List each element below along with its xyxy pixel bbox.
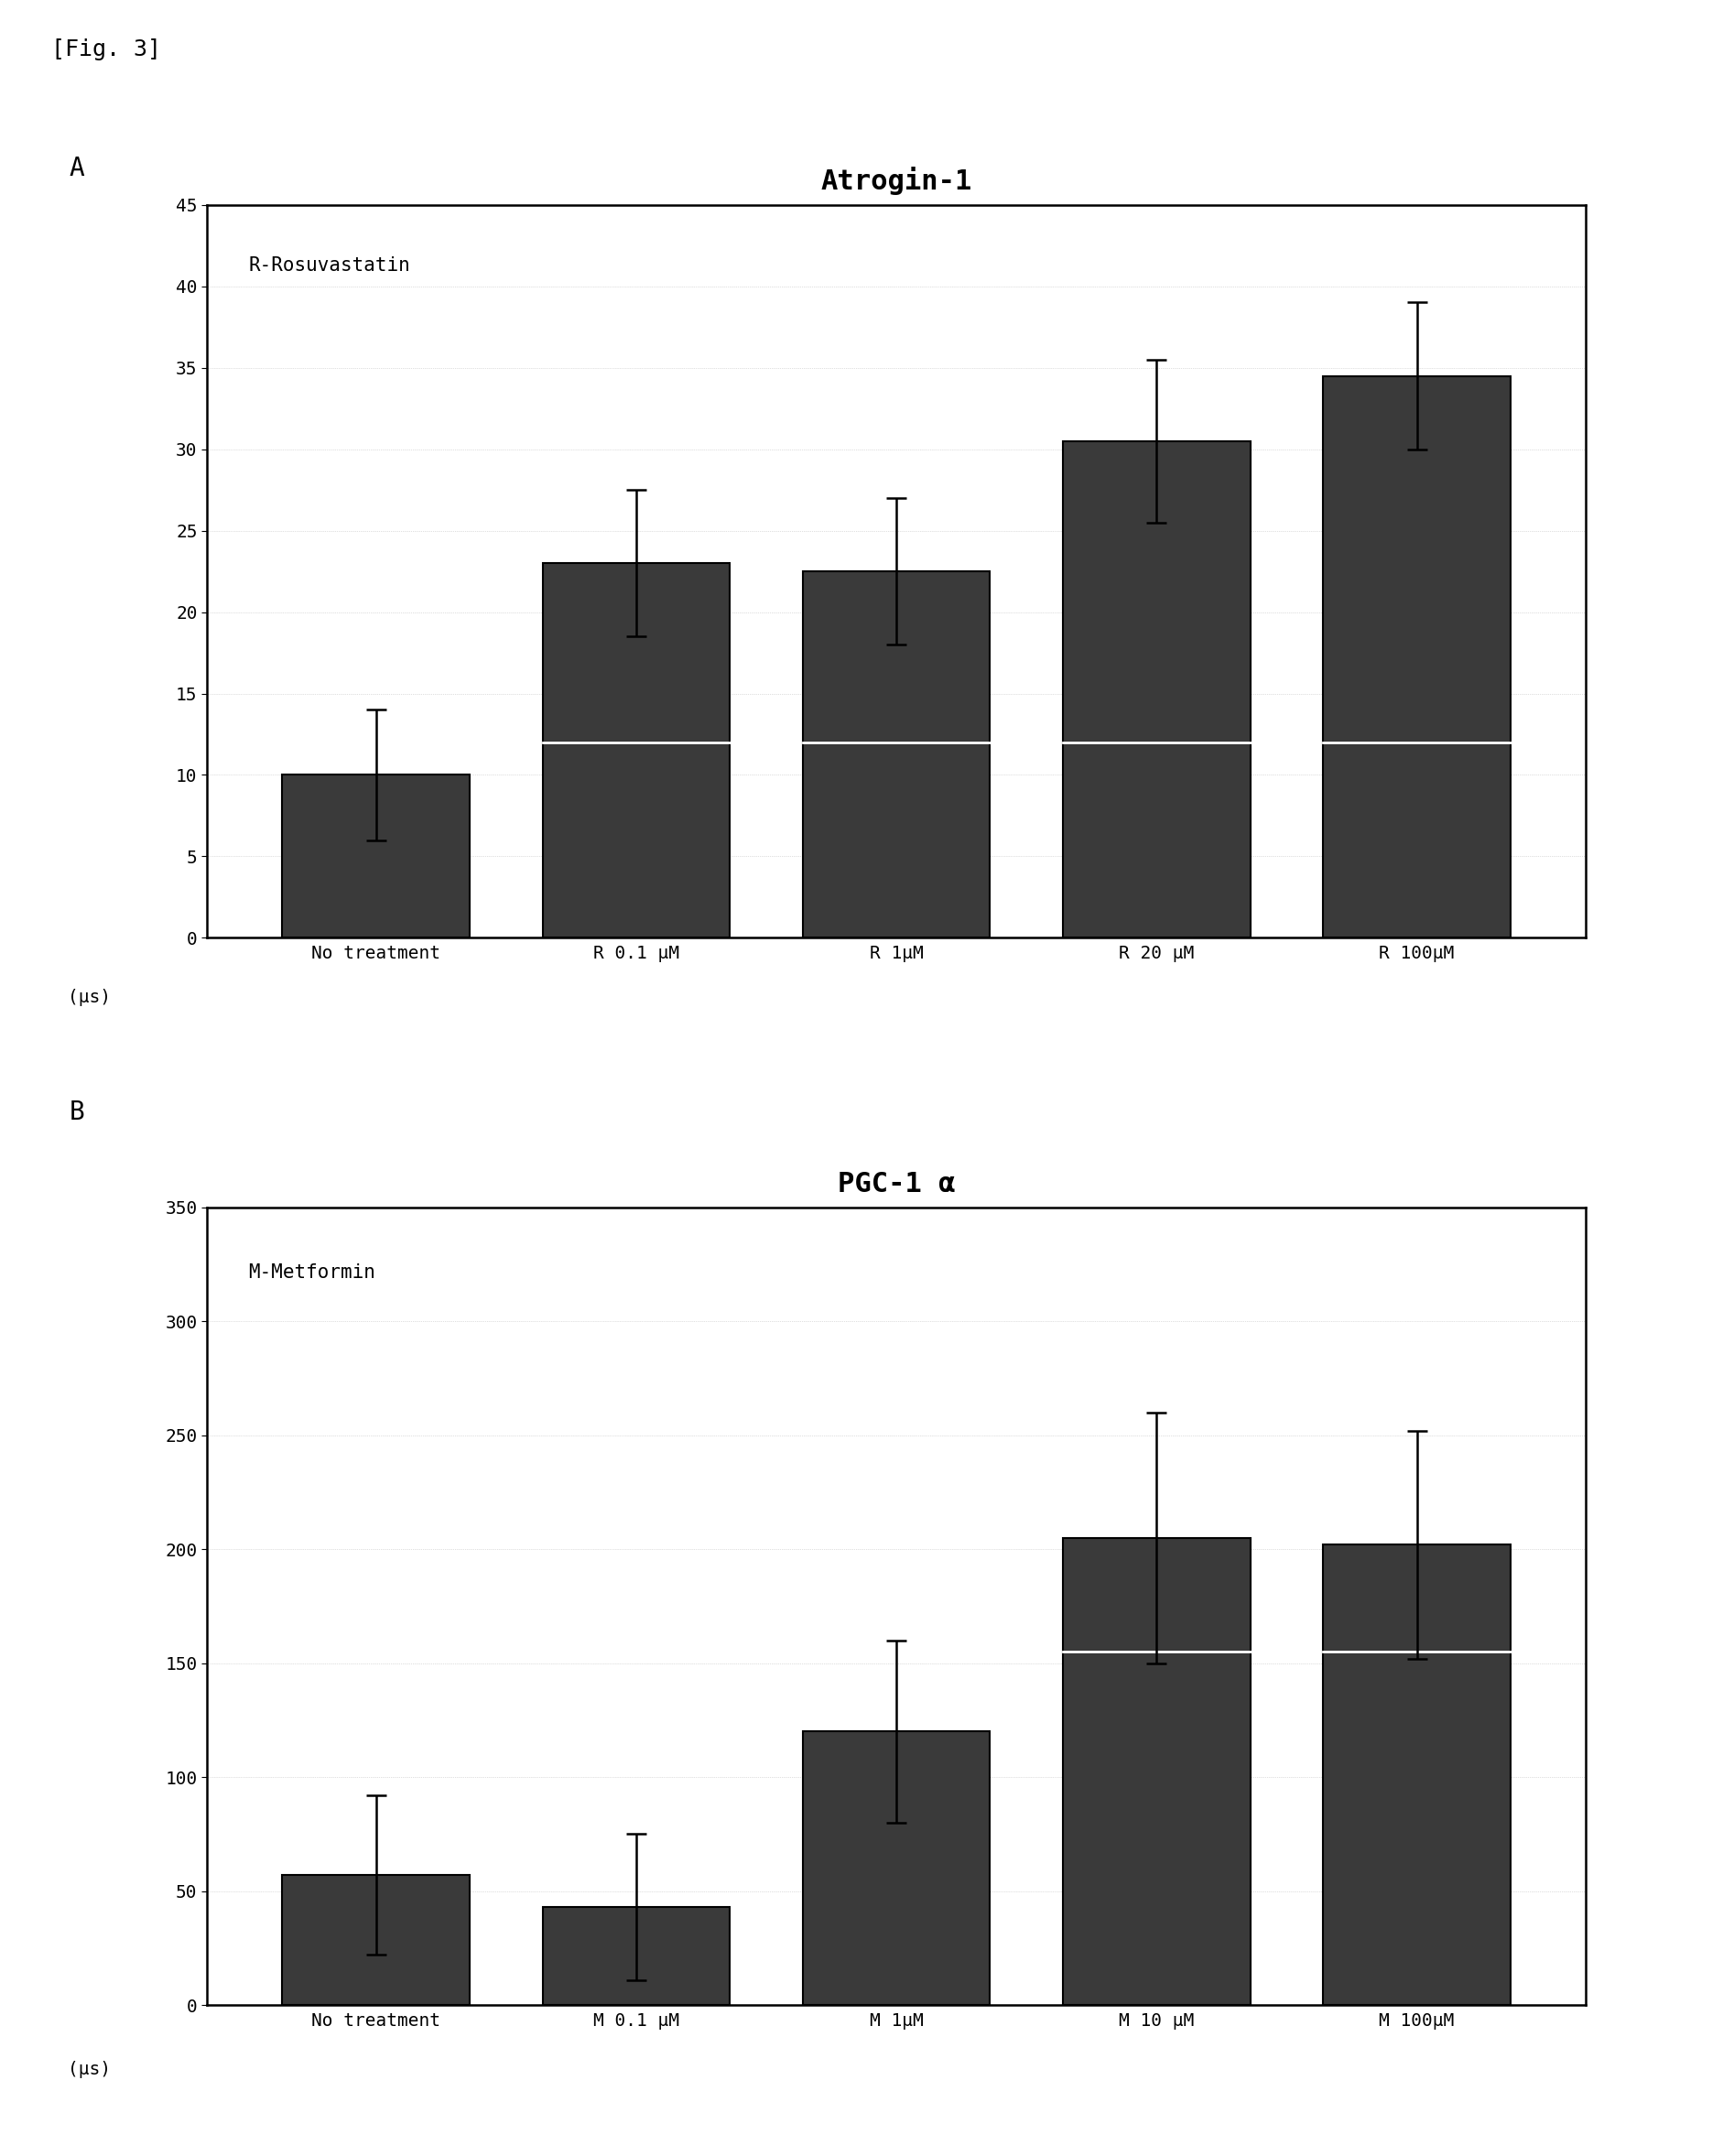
Bar xyxy=(543,1908,729,2005)
Text: (μs): (μs) xyxy=(69,990,110,1007)
Bar xyxy=(803,571,989,938)
Text: R-Rosuvastatin: R-Rosuvastatin xyxy=(248,257,410,274)
Text: [Fig. 3]: [Fig. 3] xyxy=(52,39,162,60)
Title: PGC-1 α: PGC-1 α xyxy=(837,1171,955,1197)
Bar xyxy=(803,1731,989,2005)
Bar xyxy=(283,1876,469,2005)
Text: M-Metformin: M-Metformin xyxy=(248,1263,376,1281)
Bar xyxy=(1063,442,1249,938)
Text: (μs): (μs) xyxy=(69,2061,110,2078)
Text: B: B xyxy=(69,1100,84,1125)
Bar xyxy=(1323,1544,1509,2005)
Title: Atrogin-1: Atrogin-1 xyxy=(820,166,972,194)
Bar xyxy=(283,774,469,938)
Bar xyxy=(1063,1537,1249,2005)
Bar xyxy=(1323,375,1509,938)
Bar xyxy=(543,563,729,938)
Text: A: A xyxy=(69,155,84,181)
